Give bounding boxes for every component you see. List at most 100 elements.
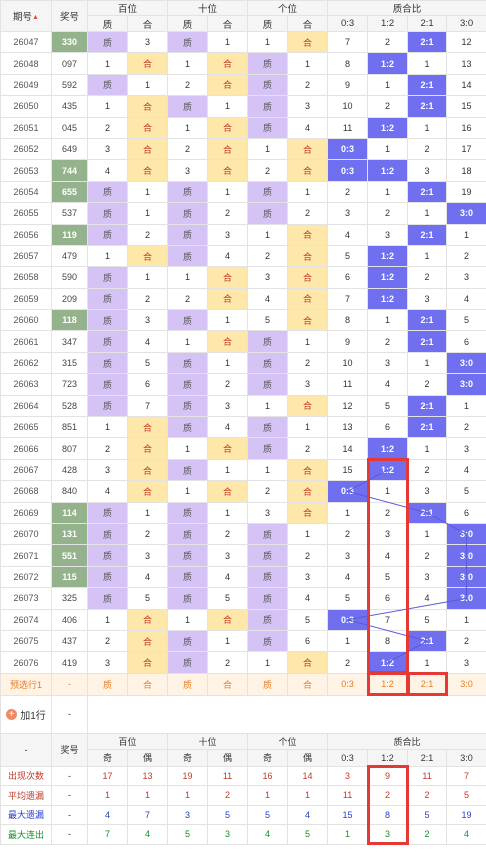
pred-units-he[interactable]: 合 [287,672,329,696]
ratio-cell-3: 3 [446,266,486,289]
units-zhi-cell: 2 [247,244,289,268]
stat-value: 13 [126,765,169,787]
sort-icon[interactable]: ▲ [32,14,39,21]
ratio-cell-0: 1 [327,501,369,524]
tens-zhi-cell: 1 [167,608,209,631]
hundreds-he-cell: 1 [126,266,169,289]
pred-tens-zhi[interactable]: 质 [167,672,209,696]
ratio-cell-2: 2:1 [407,223,448,246]
hundreds-zhi-cell: 质 [87,266,128,289]
issue-cell: 26076 [0,651,52,674]
units-zhi-cell: 1 [247,137,289,161]
issue-column-header[interactable]: 期号▲ [0,0,52,32]
ratio-cell-1: 1:2 [367,116,409,139]
pred-units-zhi[interactable]: 质 [247,672,289,696]
tens-he-cell: 4 [207,416,249,439]
ratio-cell-2: 2:1 [407,394,448,418]
hundreds-zhi-cell: 质 [87,522,128,546]
stat-value: 17 [87,765,128,787]
table-row: 26058 590 质 1 1 合 3 合 6 1:2 2 3 [0,266,486,289]
ratio-cell-0: 10 [327,95,369,118]
tens-zhi-cell: 质 [167,30,209,54]
units-he-cell: 2 [287,544,329,567]
hundreds-he-cell: 合 [126,629,169,653]
ratio-cell-0: 4 [327,565,369,589]
tens-he-cell: 合 [207,73,249,97]
summary-sub-header: 偶 [207,748,249,767]
units-zhi-cell: 2 [247,480,289,503]
hundreds-he-cell: 1 [126,73,169,97]
units-he-cell: 合 [287,480,329,503]
ratio-cell-0: 7 [327,287,369,311]
ratio-cell-0: 11 [327,373,369,396]
hundreds-he-cell: 合 [126,480,169,503]
tens-zhi-cell: 质 [167,394,209,418]
prize-number-cell: 315 [51,351,88,375]
tens-he-cell: 1 [207,458,249,482]
tens-zhi-cell: 质 [167,544,209,567]
hundreds-he-cell: 1 [126,180,169,204]
pred-ratio-21[interactable]: 2:1 [407,672,448,696]
table-row: 26061 347 质 4 1 合质 1 9 2 2:1 6 [0,330,486,353]
stat-value: 15 [327,804,369,826]
ratio-cell-0: 4 [327,223,369,246]
add-row-cell[interactable]: + 加1行 [0,694,52,734]
issue-cell: 26048 [0,52,52,75]
ratio-cell-0: 12 [327,394,369,418]
tens-zhi-cell: 质 [167,501,209,524]
prize-number-cell: 045 [51,116,88,139]
add-row-button[interactable]: + 加1行 [6,707,46,722]
table-row: 26070 131 质 2 质 2 质 1 2 3 1 3:0 [0,522,486,546]
hundreds-zhi-cell: 质 [87,501,128,524]
hundreds-zhi-cell: 质 [87,309,128,332]
tens-zhi-cell: 1 [167,480,209,503]
pred-tens-he[interactable]: 合 [207,672,249,696]
units-he-cell: 4 [287,587,329,610]
stat-value: 3 [167,804,209,826]
hundreds-he-cell: 合 [126,116,169,139]
pred-ratio-12[interactable]: 1:2 [367,672,409,696]
pred-ratio-03[interactable]: 0:3 [327,672,369,696]
table-row: 26059 209 质 2 2 合 4 合 7 1:2 3 4 [0,287,486,311]
stat-row: 出现次数 -17 13 19 11 16 14 3 9 11 7 [0,765,486,787]
pred-hundreds-he[interactable]: 合 [126,672,169,696]
units-zhi-cell: 质 [247,202,289,225]
tens-he-cell: 合 [207,116,249,139]
hundreds-zhi-cell: 质 [87,373,128,396]
prize-number-cell: 435 [51,95,88,118]
hundreds-zhi-cell: 2 [87,629,128,653]
table-row: 26054 655 质 1 质 1 质 1 2 1 2:1 19 [0,180,486,204]
stat-label: 最大遗漏 [0,804,52,826]
ratio-cell-2: 2:1 [407,180,448,204]
ratio-21-header: 2:1 [407,15,448,32]
tens-he-cell: 2 [207,373,249,396]
units-he-cell: 3 [287,95,329,118]
units-zhi-cell: 质 [247,351,289,375]
ratio-cell-1: 1:2 [367,651,409,674]
issue-cell: 26060 [0,309,52,332]
units-he-cell: 3 [287,565,329,589]
ratio-cell-2: 2:1 [407,330,448,353]
ratio-cell-3: 5 [446,480,486,503]
issue-cell: 26068 [0,480,52,503]
hundreds-he-cell: 合 [126,458,169,482]
prize-number-cell: 437 [51,629,88,653]
ratio-cell-2: 1 [407,351,448,375]
tens-zhi-cell: 质 [167,373,209,396]
prize-number-cell: 330 [51,30,88,54]
units-he-cell: 合 [287,223,329,246]
ratio-cell-3: 17 [446,137,486,161]
stat-value: 11 [207,765,249,787]
prize-number-cell: 209 [51,287,88,311]
prediction-row[interactable]: 预选行1 - 质 合 质 合 质 合 0:3 1:2 2:1 3:0 [0,672,486,696]
units-he-cell: 1 [287,522,329,546]
pred-ratio-30[interactable]: 3:0 [446,672,486,696]
table-row: 26071 551 质 3 质 3 质 2 3 4 2 3:0 [0,544,486,567]
summary-sub-header: 2:1 [407,748,448,767]
hundreds-he-cell: 5 [126,351,169,375]
pred-hundreds-zhi[interactable]: 质 [87,672,128,696]
units-he-cell: 合 [287,309,329,332]
summary-ratio-header: 质合比 [327,732,486,750]
table-row: 26075 437 2 合质 1 质 6 1 8 2:1 2 [0,629,486,653]
ratio-cell-2: 1 [407,244,448,268]
